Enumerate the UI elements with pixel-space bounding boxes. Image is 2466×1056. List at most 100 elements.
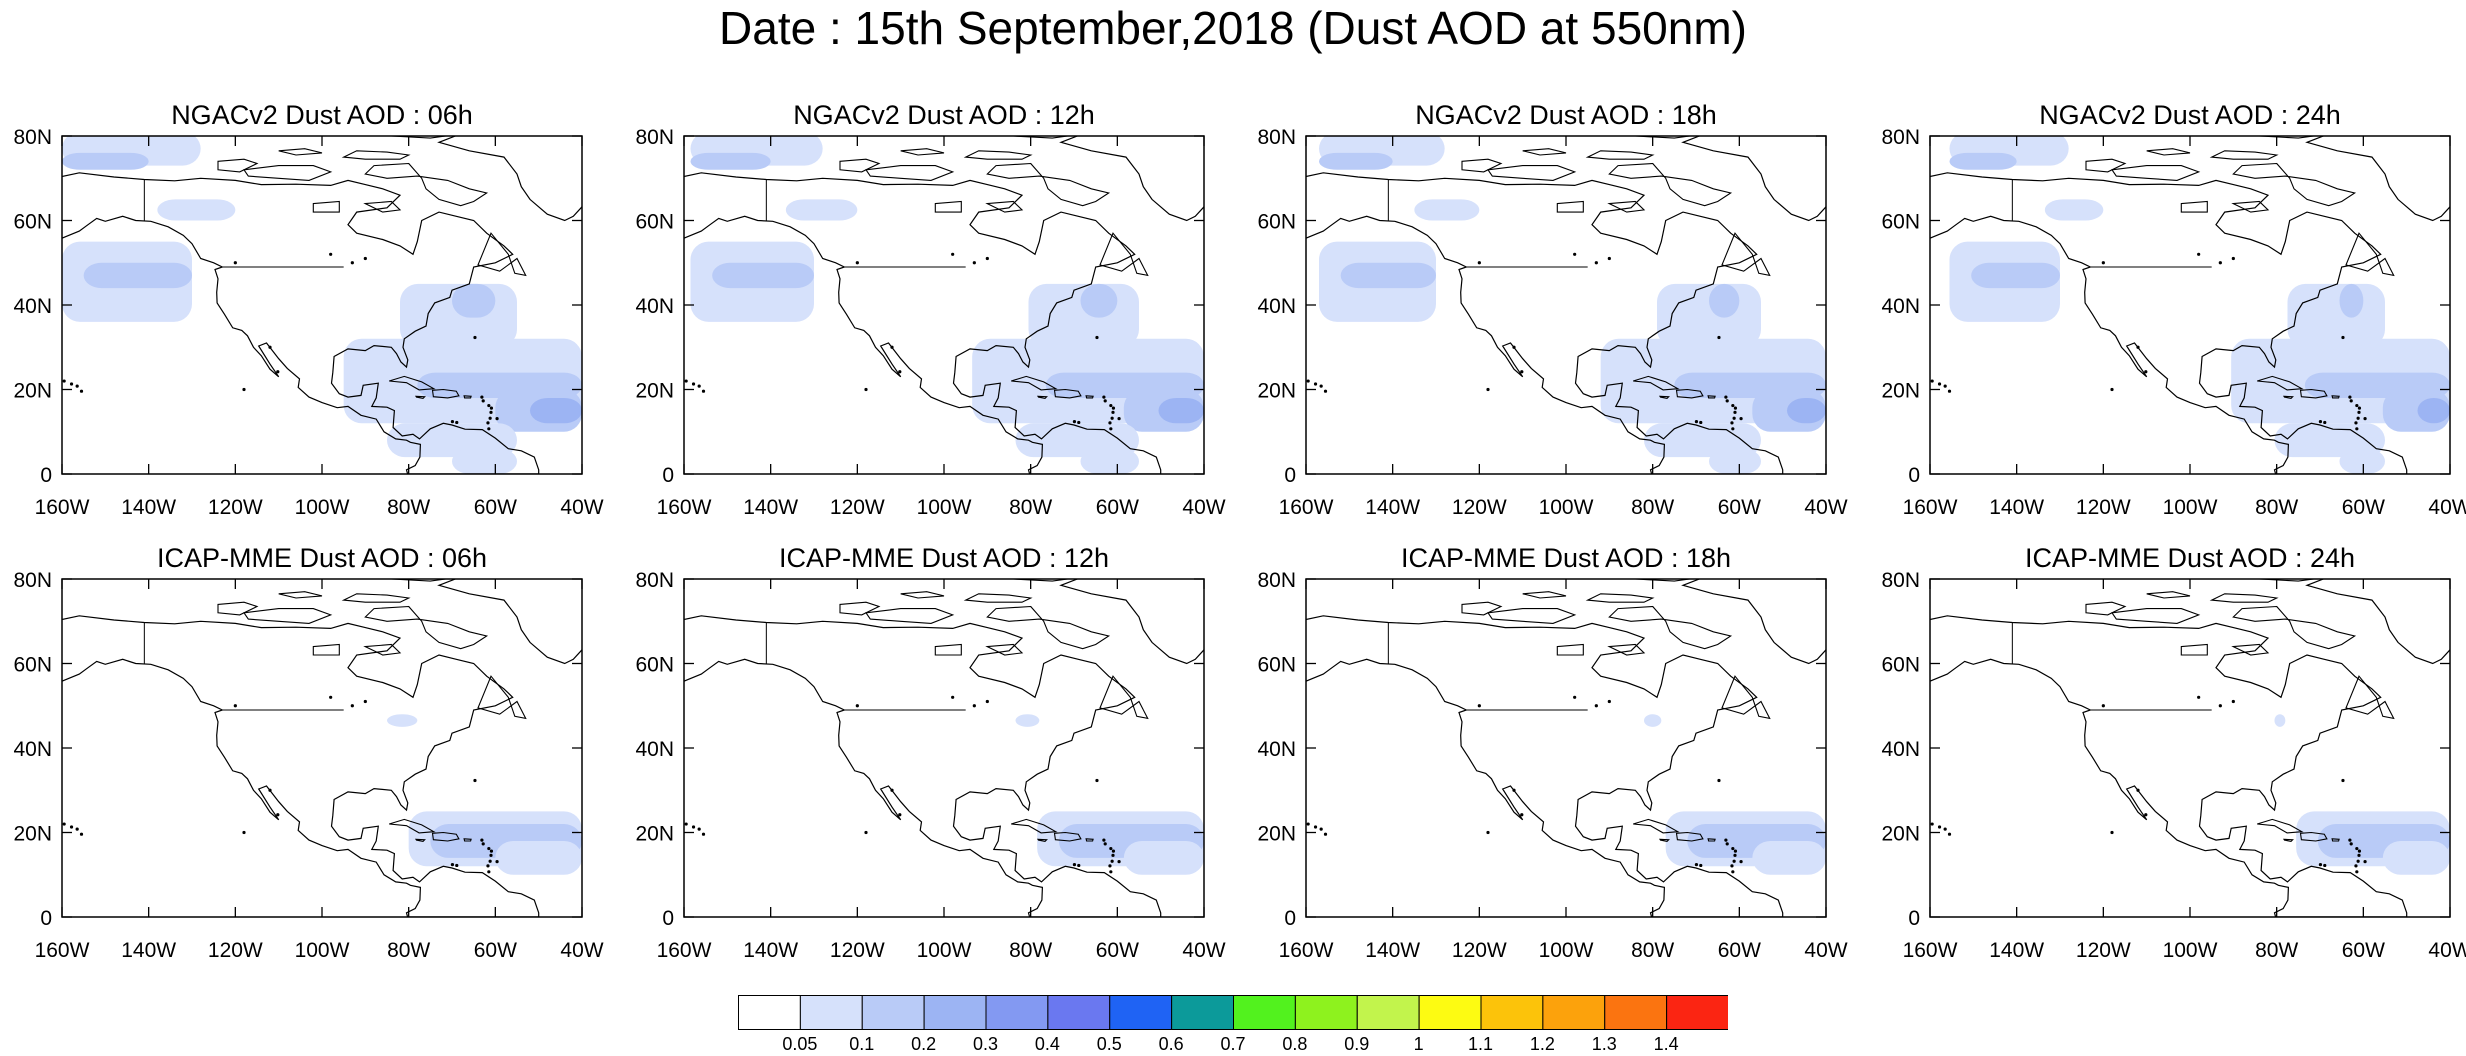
coastline-greenland [1059, 579, 1204, 665]
island-outline [1461, 158, 1503, 173]
coastline-greenland [1059, 136, 1204, 222]
island-outline [2146, 148, 2191, 156]
dust-aod-region [1158, 397, 1204, 424]
island-dot [2197, 252, 2201, 256]
dust-aod-region [2287, 283, 2385, 348]
island-outline [1707, 395, 1716, 399]
island-outline [364, 162, 489, 207]
island-dot [1103, 399, 1107, 403]
island-outline [900, 591, 945, 599]
x-tick-label: 120W [208, 939, 263, 962]
x-tick-label: 100W [1539, 496, 1594, 519]
y-tick-label: 40N [635, 738, 674, 761]
x-tick-label: 160W [1279, 496, 1334, 519]
x-tick-label: 40W [560, 496, 603, 519]
dust-aod-region [1080, 448, 1139, 474]
island-dot [2231, 699, 2235, 704]
colorbar-labels: 0.05 0.1 0.2 0.3 0.4 0.5 0.6 0.7 0.8 0.9 1 1.1 1.2 1.… [782, 1034, 1678, 1054]
island-dot [487, 870, 491, 874]
island-dot [1717, 335, 1721, 340]
island-dot [972, 261, 976, 265]
island-dot [1102, 838, 1106, 842]
island-outline [217, 601, 259, 616]
x-tick-label: 120W [830, 939, 885, 962]
dust-aod-region [1015, 714, 1040, 727]
island-dot [2348, 395, 2352, 399]
y-tick-label: 0 [1908, 907, 1920, 930]
x-tick-label: 120W [2076, 496, 2131, 519]
y-tick-label: 20N [1257, 823, 1296, 846]
island-outline [1658, 395, 1670, 399]
island-outline [1585, 150, 1655, 160]
x-tick-label: 40W [2428, 939, 2466, 962]
colorbar-label: 0.5 [1097, 1034, 1122, 1054]
island-dot [1077, 420, 1081, 425]
island-dot [985, 256, 989, 261]
island-dot [2136, 788, 2140, 792]
y-tick-label: 60N [1257, 654, 1296, 677]
figure-title: Date : 15th September,2018 (Dust AOD at … [719, 2, 1747, 54]
island-dot [2363, 417, 2367, 421]
colorbar-label: 1.1 [1468, 1034, 1493, 1054]
x-tick-label: 60W [2342, 496, 2385, 519]
island-outline [963, 593, 1033, 603]
island-dot [1733, 406, 1738, 410]
dust-aod-region [1657, 283, 1761, 348]
colorbar-label: 0.3 [973, 1034, 998, 1054]
island-dot [1486, 387, 1490, 392]
island-dot [1717, 778, 1721, 783]
coastline [1930, 172, 2408, 474]
dust-aod-region [1752, 840, 1826, 875]
island-dot [487, 403, 491, 408]
island-outline [934, 643, 962, 656]
map-panel: NGACv2 Dust AOD : 12h 80N 60N 40N 20N 0 160W 14… [635, 100, 1225, 519]
island-outline [389, 375, 436, 391]
island-dot [1306, 379, 1310, 383]
island-dot [1731, 870, 1735, 874]
y-tick-label: 20N [635, 380, 674, 403]
island-outline [986, 162, 1111, 207]
dust-aod-region [712, 262, 814, 289]
island-outline [1658, 838, 1670, 842]
island-dot [1699, 863, 1703, 868]
island-dot [2357, 849, 2362, 853]
island-outline [865, 608, 955, 624]
island-outline [217, 158, 259, 173]
island-dot [701, 832, 706, 836]
island-dot [69, 825, 74, 829]
colorbar-label: 0.8 [1282, 1034, 1307, 1054]
island-dot [1937, 825, 1942, 829]
island-dot [2318, 420, 2323, 424]
island-dot [864, 387, 868, 392]
island-dot [2101, 704, 2105, 708]
island-outline [1721, 232, 1771, 277]
y-tick-label: 80N [635, 126, 674, 149]
island-dot [350, 261, 354, 265]
island-dot [1108, 421, 1112, 425]
island-outline [1675, 831, 1704, 842]
island-outline [2232, 162, 2357, 207]
colorbar-swatch [1294, 995, 1358, 1030]
dust-aod-region [62, 152, 149, 170]
island-dot [1724, 395, 1728, 399]
x-tick-label: 60W [474, 496, 517, 519]
island-outline [985, 643, 1024, 656]
y-tick-label: 0 [662, 907, 674, 930]
island-dot [480, 838, 484, 842]
panel-title: NGACv2 Dust AOD : 18h [1415, 100, 1717, 130]
island-dot [1108, 864, 1112, 868]
map-panel: NGACv2 Dust AOD : 06h 80N 60N 40N 20N 0 160W 14… [13, 100, 603, 519]
island-dot [898, 370, 902, 374]
panel-title: NGACv2 Dust AOD : 24h [2039, 100, 2341, 130]
coastline-greenland [437, 136, 582, 222]
y-tick-label: 0 [1908, 464, 1920, 487]
y-tick-label: 60N [635, 211, 674, 234]
island-outline [1556, 643, 1584, 656]
x-tick-label: 40W [1804, 496, 1847, 519]
island-dot [1103, 842, 1107, 846]
island-dot [855, 261, 859, 265]
island-dot [242, 830, 246, 835]
island-outline [1608, 605, 1733, 650]
x-tick-label: 120W [208, 496, 263, 519]
island-outline [477, 675, 527, 720]
